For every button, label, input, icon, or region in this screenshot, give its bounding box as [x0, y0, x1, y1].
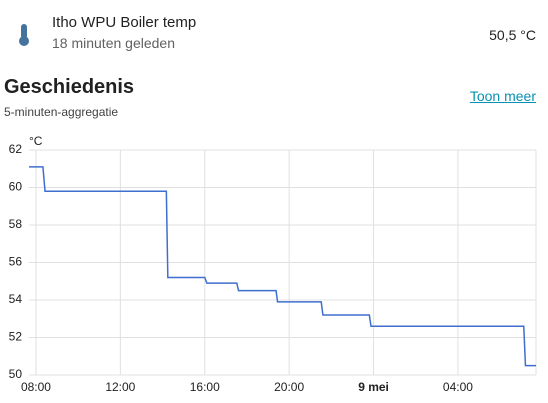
y-tick-label: 62 [9, 142, 23, 156]
x-tick-label: 12:00 [105, 380, 135, 394]
history-title: Geschiedenis [4, 76, 135, 98]
x-tick-label: 20:00 [274, 380, 304, 394]
y-tick-label: 54 [9, 292, 23, 306]
x-tick-label: 08:00 [21, 380, 51, 394]
show-more-link[interactable]: Toon meer [469, 88, 536, 104]
state: 50,5 °C [489, 27, 536, 43]
y-tick-label: 50 [9, 367, 23, 381]
y-tick-label: 52 [9, 330, 23, 344]
y-tick-label: 56 [9, 255, 23, 269]
history-subtitle: 5-minuten-aggregatie [4, 105, 119, 119]
y-tick-label: 60 [9, 180, 23, 194]
thermometer-icon [19, 24, 29, 46]
x-tick-label: 9 mei [358, 380, 389, 394]
last-changed: 18 minuten geleden [52, 35, 175, 51]
line [29, 166, 536, 367]
x-tick-label: 16:00 [190, 380, 220, 394]
y-tick-label: 58 [9, 217, 23, 231]
y-axis-label: °C [29, 134, 43, 148]
x-tick-label: 04:00 [443, 380, 473, 394]
entity-name: Itho WPU Boiler temp [52, 14, 197, 31]
